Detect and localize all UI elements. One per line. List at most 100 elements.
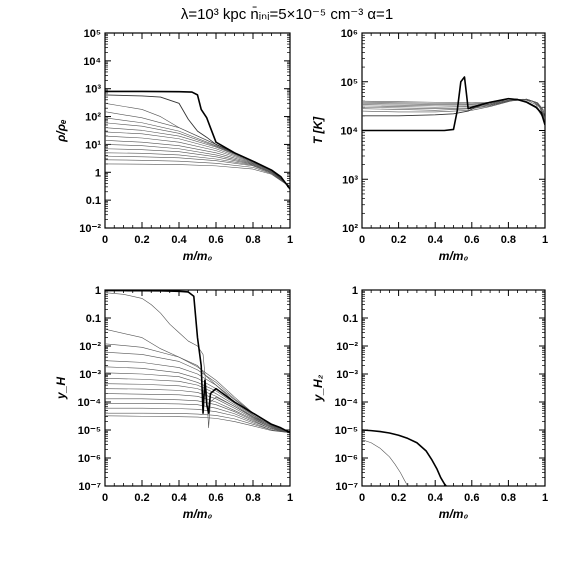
x-tick-label: 0.2 (391, 234, 406, 246)
y-tick-label: 10⁻² (79, 223, 101, 235)
x-tick-label: 0.6 (464, 234, 479, 246)
y-tick-label: 0.1 (86, 195, 101, 207)
series-line-0 (362, 76, 545, 132)
x-tick-label: 0.8 (501, 492, 516, 504)
y-tick-label: 10³ (342, 174, 358, 186)
x-tick-label: 0.4 (171, 492, 187, 504)
y-tick-label: 10⁴ (340, 126, 358, 138)
y-tick-label: 1 (352, 285, 358, 297)
x-tick-label: 0.6 (464, 492, 479, 504)
y-axis-label: y_H₂ (311, 374, 325, 402)
series-line-9 (105, 140, 290, 188)
series-line-1 (362, 439, 409, 486)
x-tick-label: 1 (542, 492, 548, 504)
series-line-4 (105, 117, 290, 188)
x-tick-label: 0 (102, 492, 108, 504)
x-tick-label: 0.4 (171, 234, 187, 246)
x-tick-label: 0.2 (134, 492, 149, 504)
y-tick-label: 10⁻⁵ (78, 425, 101, 437)
y-axis-label: T [K] (311, 116, 325, 144)
series-line-5 (105, 122, 290, 188)
y-tick-label: 10⁻² (336, 341, 358, 353)
series-line-1 (105, 292, 290, 433)
y-tick-label: 10⁻³ (336, 369, 358, 381)
y-tick-label: 10² (342, 223, 358, 235)
series-line-14 (105, 407, 290, 434)
y-tick-label: 10⁻² (79, 341, 101, 353)
x-axis-label: m/m₀ (183, 249, 213, 263)
y-tick-label: 10⁻⁶ (335, 453, 358, 465)
series-group (362, 76, 545, 132)
x-tick-label: 0.8 (245, 234, 260, 246)
series-line-11 (105, 393, 290, 433)
x-tick-label: 0 (359, 234, 365, 246)
y-tick-label: 0.1 (343, 313, 358, 325)
x-tick-label: 1 (542, 234, 548, 246)
y-tick-label: 10⁻⁴ (335, 397, 358, 409)
x-axis-label: m/m₀ (439, 507, 469, 521)
figure-title: λ=10³ kpc n̄ᵢₙᵢ=5×10⁻⁵ cm⁻³ α=1 (181, 6, 393, 23)
y-tick-label: 1 (95, 285, 101, 297)
series-line-9 (105, 383, 290, 433)
series-line-10 (105, 144, 290, 188)
series-line-7 (105, 372, 290, 433)
series-group (105, 90, 290, 190)
plot-frame (104, 289, 291, 487)
y-tick-label: 10⁻⁷ (78, 481, 101, 493)
y-axis-label: y_H (54, 377, 68, 400)
y-tick-label: 0.1 (86, 313, 101, 325)
x-tick-label: 0 (359, 492, 365, 504)
y-tick-label: 10⁻⁴ (78, 397, 101, 409)
y-tick-label: 10⁻⁵ (335, 425, 358, 437)
y-tick-label: 10² (85, 112, 101, 124)
y-tick-label: 10⁵ (341, 77, 358, 89)
density-panel: 0 0.2 0.4 0.6 0.8 1 10⁻² 0.1 1 10¹ 10² 10³ 10⁴ 10⁵ m/m… (54, 28, 293, 263)
x-tick-label: 1 (287, 234, 293, 246)
x-tick-label: 0.4 (428, 234, 444, 246)
x-axis-label: m/m₀ (183, 507, 213, 521)
x-tick-label: 0.4 (428, 492, 444, 504)
series-line-16 (105, 415, 290, 434)
x-tick-label: 0.2 (134, 234, 149, 246)
series-group (362, 429, 447, 486)
y-tick-label: 10³ (85, 84, 101, 96)
series-line-1 (105, 94, 290, 188)
x-axis-label: m/m₀ (439, 249, 469, 263)
series-line-10 (105, 388, 290, 433)
x-tick-label: 1 (287, 492, 293, 504)
y-tick-label: 10¹ (85, 139, 101, 151)
y-tick-label: 10⁵ (84, 28, 101, 40)
y-axis-label: ρ/ρₑ (54, 119, 68, 143)
series-line-8 (362, 98, 545, 120)
series-line-12 (105, 152, 290, 188)
y-tick-label: 10⁻³ (79, 369, 101, 381)
yH-panel: 0 0.2 0.4 0.6 0.8 1 10⁻⁷ 10⁻⁶ 10⁻⁵ 10⁻⁴ 10⁻³ 10⁻² 0.… (54, 285, 293, 521)
series-line-0 (105, 90, 290, 190)
series-line-2 (362, 98, 545, 120)
x-tick-label: 0.8 (501, 234, 516, 246)
series-line-15 (105, 163, 290, 188)
y-tick-label: 1 (95, 167, 101, 179)
yH2-panel: 0 0.2 0.4 0.6 0.8 1 10⁻⁷ 10⁻⁶ 10⁻⁵ 10⁻⁴ 10⁻³ 10⁻² 0.… (311, 285, 548, 521)
x-tick-label: 0.2 (391, 492, 406, 504)
series-line-0 (105, 290, 290, 434)
series-line-13 (105, 402, 290, 434)
x-tick-label: 0.8 (245, 492, 260, 504)
series-line-4 (362, 99, 545, 120)
series-line-2 (105, 102, 290, 188)
y-tick-label: 10⁻⁶ (78, 453, 101, 465)
x-tick-label: 0.6 (208, 234, 223, 246)
series-line-0 (362, 429, 447, 486)
y-tick-label: 10⁴ (83, 56, 101, 68)
x-tick-label: 0.6 (208, 492, 223, 504)
y-tick-label: 10⁶ (341, 28, 358, 40)
x-tick-label: 0 (102, 234, 108, 246)
series-line-14 (105, 159, 290, 188)
series-line-15 (105, 412, 290, 434)
series-group (105, 290, 290, 434)
temperature-panel: 0 0.2 0.4 0.6 0.8 1 10² 10³ 10⁴ 10⁵ 10⁶ m/m₀ T [K] (311, 28, 548, 263)
y-tick-label: 10⁻⁷ (335, 481, 358, 493)
series-line-12 (105, 398, 290, 434)
series-line-13 (105, 155, 290, 188)
